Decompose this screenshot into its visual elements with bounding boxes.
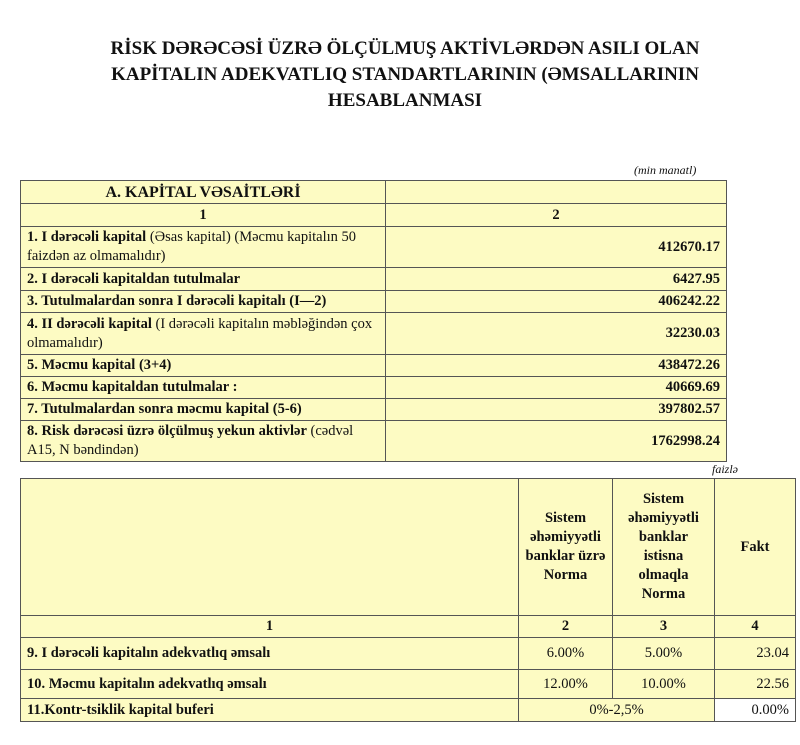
unit-label-percent: faizlə bbox=[712, 462, 738, 476]
row-value: 438472.26 bbox=[385, 354, 727, 377]
row-label: 8. Risk dərəcəsi üzrə ölçülmuş yekun akt… bbox=[20, 420, 386, 462]
adequacy-table: Sistem əhəmiyyətli banklar üzrə Norma Si… bbox=[20, 478, 796, 722]
unit-label: (min manatl) bbox=[634, 163, 697, 177]
table-row: 5. Məcmu kapital (3+4) 438472.26 bbox=[20, 354, 727, 377]
table-row: 9. I dərəcəli kapitalın adekvatlıq əmsal… bbox=[20, 637, 796, 670]
table-row: 6. Məcmu kapitaldan tutulmalar :40669.69 bbox=[20, 376, 727, 399]
table-row: 4. II dərəcəli kapital (I dərəcəli kapit… bbox=[20, 312, 727, 355]
row-value: 32230.03 bbox=[385, 312, 727, 355]
table-row: 7. Tutulmalardan sonra məcmu kapital (5-… bbox=[20, 398, 727, 421]
table-row: 3. Tutulmalardan sonra I dərəcəli kapita… bbox=[20, 290, 727, 313]
row-value: 397802.57 bbox=[385, 398, 727, 421]
table-row: 10. Məcmu kapitalın adekvatlıq əmsalı 12… bbox=[20, 669, 796, 699]
table-row: 8. Risk dərəcəsi üzrə ölçülmuş yekun akt… bbox=[20, 420, 727, 462]
page-title: RİSK DƏRƏCƏSİ ÜZRƏ ÖLÇÜLMUŞ AKTİVLƏRDƏN … bbox=[110, 38, 700, 111]
header-norm-other: Sistem əhəmiyyətli banklar istisna olmaq… bbox=[612, 478, 715, 616]
row-value: 1762998.24 bbox=[385, 420, 727, 462]
table-row: 2. I dərəcəli kapitaldan tutulmalar 6427.… bbox=[20, 267, 727, 291]
table-row: 11.Kontr-tsiklik kapital buferi 0%-2,5% … bbox=[20, 698, 796, 722]
header-fact: Fakt bbox=[714, 478, 796, 616]
row-value: 412670.17 bbox=[385, 226, 727, 268]
row-label: 3. Tutulmalardan sonra I dərəcəli kapita… bbox=[20, 290, 386, 313]
table-header: A. KAPİTAL VƏSAİTLƏRİ bbox=[20, 180, 386, 204]
header-norm-systemic: Sistem əhəmiyyətli banklar üzrə Norma bbox=[518, 478, 613, 616]
row-label: 2. I dərəcəli kapitaldan tutulmalar bbox=[20, 267, 386, 291]
row-label: 1. I dərəcəli kapital (Əsas kapital) (Mə… bbox=[20, 226, 386, 268]
table-row: 1. I dərəcəli kapital (Əsas kapital) (Mə… bbox=[20, 226, 727, 268]
row-label: 5. Məcmu kapital (3+4) bbox=[20, 354, 386, 377]
row-label: 6. Məcmu kapitaldan tutulmalar : bbox=[20, 376, 386, 399]
row-label: 4. II dərəcəli kapital (I dərəcəli kapit… bbox=[20, 312, 386, 355]
row-value: 406242.22 bbox=[385, 290, 727, 313]
row-label: 7. Tutulmalardan sonra məcmu kapital (5-… bbox=[20, 398, 386, 421]
row-value: 6427.95 bbox=[385, 267, 727, 291]
row-value: 40669.69 bbox=[385, 376, 727, 399]
